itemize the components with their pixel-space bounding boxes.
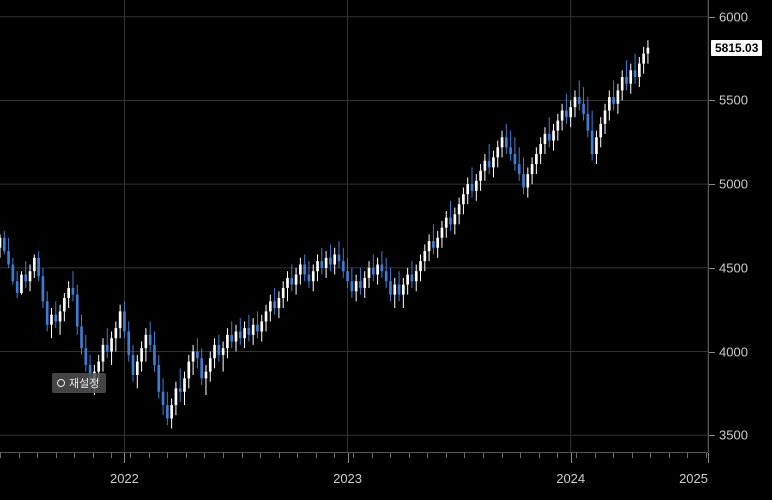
y-tick-label: 6000 — [719, 9, 748, 24]
candlestick-chart: 재설정 5815.03 3500 4000 4500 5000 5500 6000 202… — [0, 0, 772, 500]
last-price-value: 5815.03 — [715, 41, 758, 55]
reset-button[interactable]: 재설정 — [52, 373, 106, 393]
y-tick-label: 4000 — [719, 344, 748, 359]
x-tick-label: 2024 — [556, 471, 585, 486]
x-tick-label: 2022 — [110, 471, 139, 486]
y-tick-label: 5500 — [719, 93, 748, 108]
y-tick-label: 4500 — [719, 260, 748, 275]
last-price-badge: 5815.03 — [711, 40, 762, 56]
reset-icon — [57, 379, 65, 387]
plot-area[interactable]: 재설정 — [0, 0, 708, 452]
x-tick-label: 2023 — [333, 471, 362, 486]
y-tick-label: 3500 — [719, 428, 748, 443]
reset-label: 재설정 — [69, 375, 99, 391]
x-axis[interactable]: 2022 2023 2024 2025 — [0, 452, 708, 500]
x-tick-label: 2025 — [679, 471, 708, 486]
chart-svg — [0, 0, 708, 452]
y-tick-label: 5000 — [719, 177, 748, 192]
y-axis[interactable]: 5815.03 3500 4000 4500 5000 5500 6000 — [708, 0, 772, 452]
